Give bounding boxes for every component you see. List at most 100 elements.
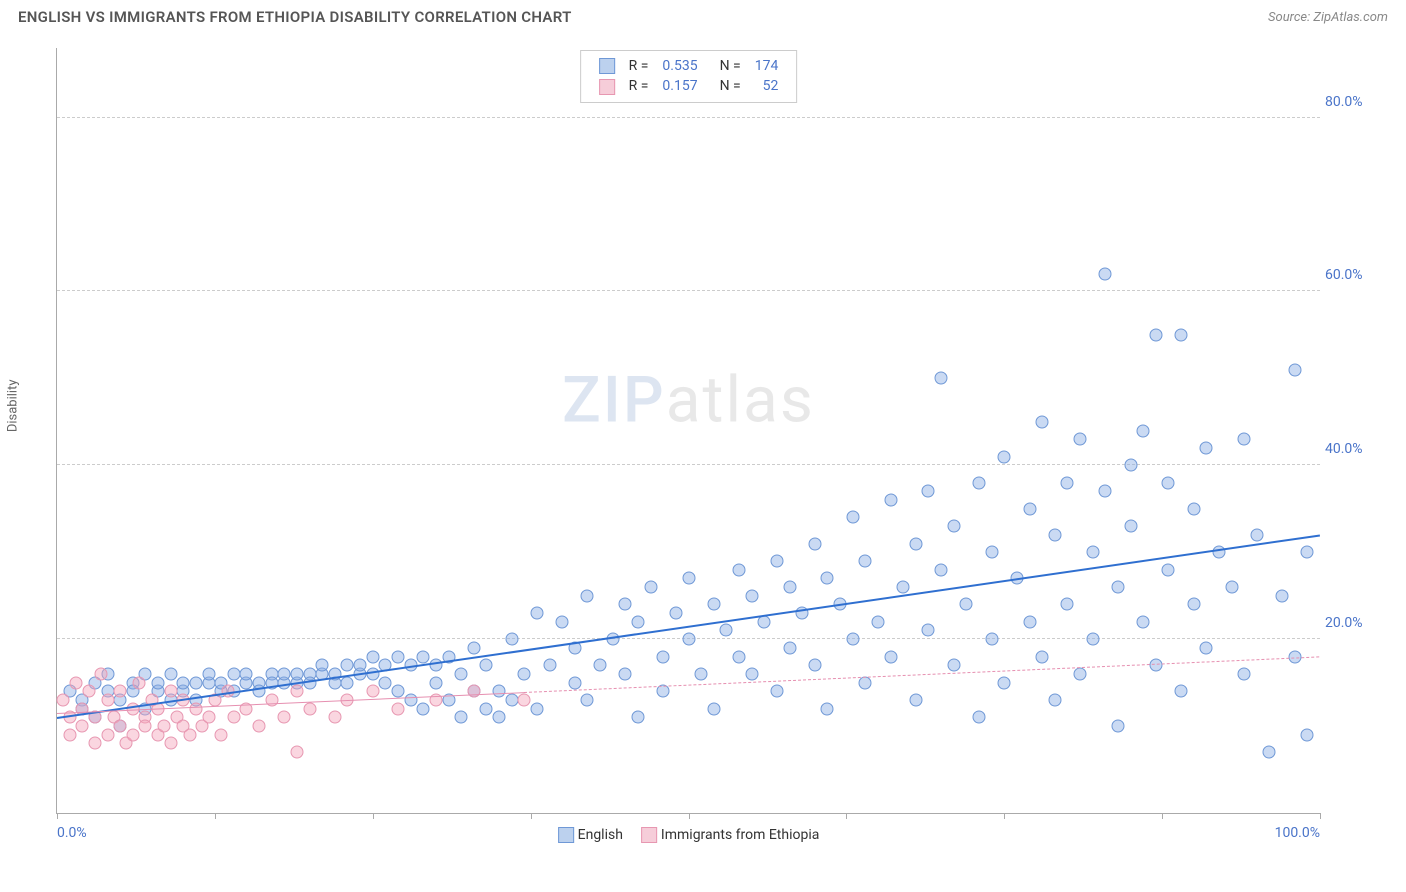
data-point <box>770 685 783 698</box>
data-point <box>682 633 695 646</box>
data-point <box>392 702 405 715</box>
data-point <box>770 554 783 567</box>
x-max-label: 100.0% <box>1275 825 1320 841</box>
data-point <box>1137 424 1150 437</box>
data-point <box>947 520 960 533</box>
data-point <box>935 372 948 385</box>
data-point <box>745 589 758 602</box>
data-point <box>114 685 127 698</box>
data-point <box>1036 650 1049 663</box>
legend-n-label: N = <box>706 57 747 75</box>
data-point <box>1048 694 1061 707</box>
data-point <box>1061 476 1074 489</box>
data-point <box>505 694 518 707</box>
data-point <box>88 737 101 750</box>
data-point <box>909 537 922 550</box>
data-point <box>404 694 417 707</box>
data-point <box>619 667 632 680</box>
data-point <box>480 702 493 715</box>
data-point <box>1187 598 1200 611</box>
data-point <box>556 615 569 628</box>
data-point <box>101 728 114 741</box>
data-point <box>1238 433 1251 446</box>
data-point <box>152 676 165 689</box>
data-point <box>922 485 935 498</box>
data-point <box>972 476 985 489</box>
data-point <box>1225 580 1238 593</box>
data-point <box>316 659 329 672</box>
data-point <box>922 624 935 637</box>
data-point <box>1276 589 1289 602</box>
data-point <box>177 676 190 689</box>
x-min-label: 0.0% <box>57 825 87 841</box>
data-point <box>429 676 442 689</box>
watermark-atlas: atlas <box>666 362 815 437</box>
data-point <box>417 650 430 663</box>
legend-r-label: R = <box>623 57 655 75</box>
data-point <box>202 667 215 680</box>
legend-series-name: Immigrants from Ethiopia <box>661 827 819 843</box>
data-point <box>227 711 240 724</box>
data-point <box>341 676 354 689</box>
legend-r-label: R = <box>623 77 655 95</box>
data-point <box>392 685 405 698</box>
series-legend: English Immigrants from Ethiopia <box>558 827 820 843</box>
data-point <box>290 746 303 759</box>
data-point <box>619 598 632 611</box>
legend-r-value: 0.157 <box>656 77 703 95</box>
data-point <box>1301 728 1314 741</box>
data-point <box>682 572 695 585</box>
data-point <box>164 685 177 698</box>
y-tick-label: 40.0% <box>1325 441 1380 457</box>
watermark: ZIPatlas <box>562 362 815 437</box>
data-point <box>1175 328 1188 341</box>
data-point <box>581 694 594 707</box>
data-point <box>1124 459 1137 472</box>
data-point <box>707 598 720 611</box>
data-point <box>328 711 341 724</box>
legend-item: English <box>558 827 623 843</box>
data-point <box>480 659 493 672</box>
data-point <box>733 563 746 576</box>
data-point <box>1175 685 1188 698</box>
y-tick-label: 20.0% <box>1325 615 1380 631</box>
data-point <box>808 659 821 672</box>
data-point <box>1263 746 1276 759</box>
x-tick-mark <box>846 813 847 819</box>
data-point <box>518 694 531 707</box>
data-point <box>1200 641 1213 654</box>
legend-n-value: 174 <box>749 57 785 75</box>
y-tick-label: 80.0% <box>1325 94 1380 110</box>
data-point <box>998 450 1011 463</box>
data-point <box>695 667 708 680</box>
data-point <box>366 650 379 663</box>
data-point <box>417 702 430 715</box>
data-point <box>505 633 518 646</box>
data-point <box>1238 667 1251 680</box>
data-point <box>1099 268 1112 281</box>
legend-swatch <box>641 827 657 843</box>
data-point <box>1086 633 1099 646</box>
data-point <box>366 685 379 698</box>
data-point <box>1099 485 1112 498</box>
data-point <box>733 650 746 663</box>
data-point <box>189 702 202 715</box>
data-point <box>884 650 897 663</box>
data-point <box>1162 476 1175 489</box>
data-point <box>95 667 108 680</box>
x-tick-mark <box>1162 813 1163 819</box>
data-point <box>290 667 303 680</box>
legend-series-name: English <box>578 827 623 843</box>
data-point <box>530 702 543 715</box>
correlation-legend: R =0.535N =174R =0.157N =52 <box>580 50 798 103</box>
data-point <box>183 728 196 741</box>
data-point <box>859 554 872 567</box>
x-tick-mark <box>57 813 58 819</box>
trendline <box>524 657 1320 694</box>
data-point <box>1149 659 1162 672</box>
data-point <box>57 694 70 707</box>
data-point <box>227 667 240 680</box>
data-point <box>644 580 657 593</box>
data-point <box>63 728 76 741</box>
legend-swatch <box>558 827 574 843</box>
